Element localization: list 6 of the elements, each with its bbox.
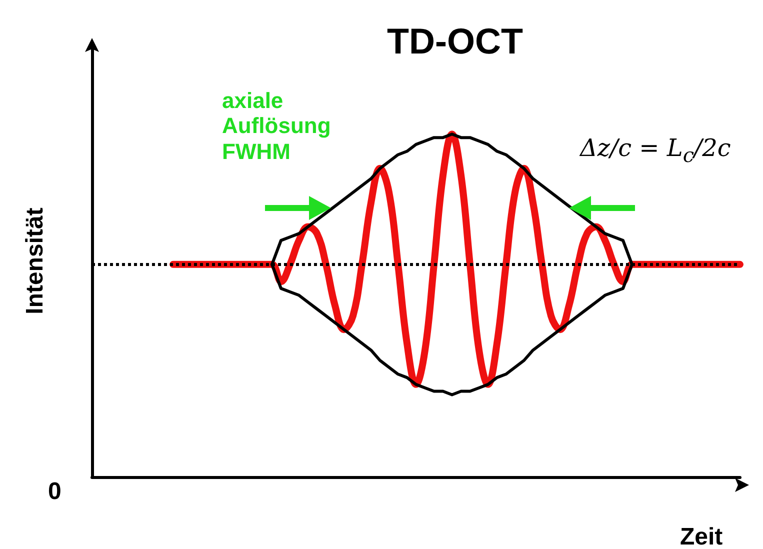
annotation: Δz/c = L$_{c}$/2c [580, 134, 731, 167]
chart-title: TD-OCT [387, 20, 523, 62]
x-axis-title: Zeit [680, 524, 723, 549]
annotation: axiale Auflösung FWHM [222, 88, 332, 164]
text: 0 [48, 478, 62, 506]
y-axis-title: Intensität [22, 208, 48, 314]
